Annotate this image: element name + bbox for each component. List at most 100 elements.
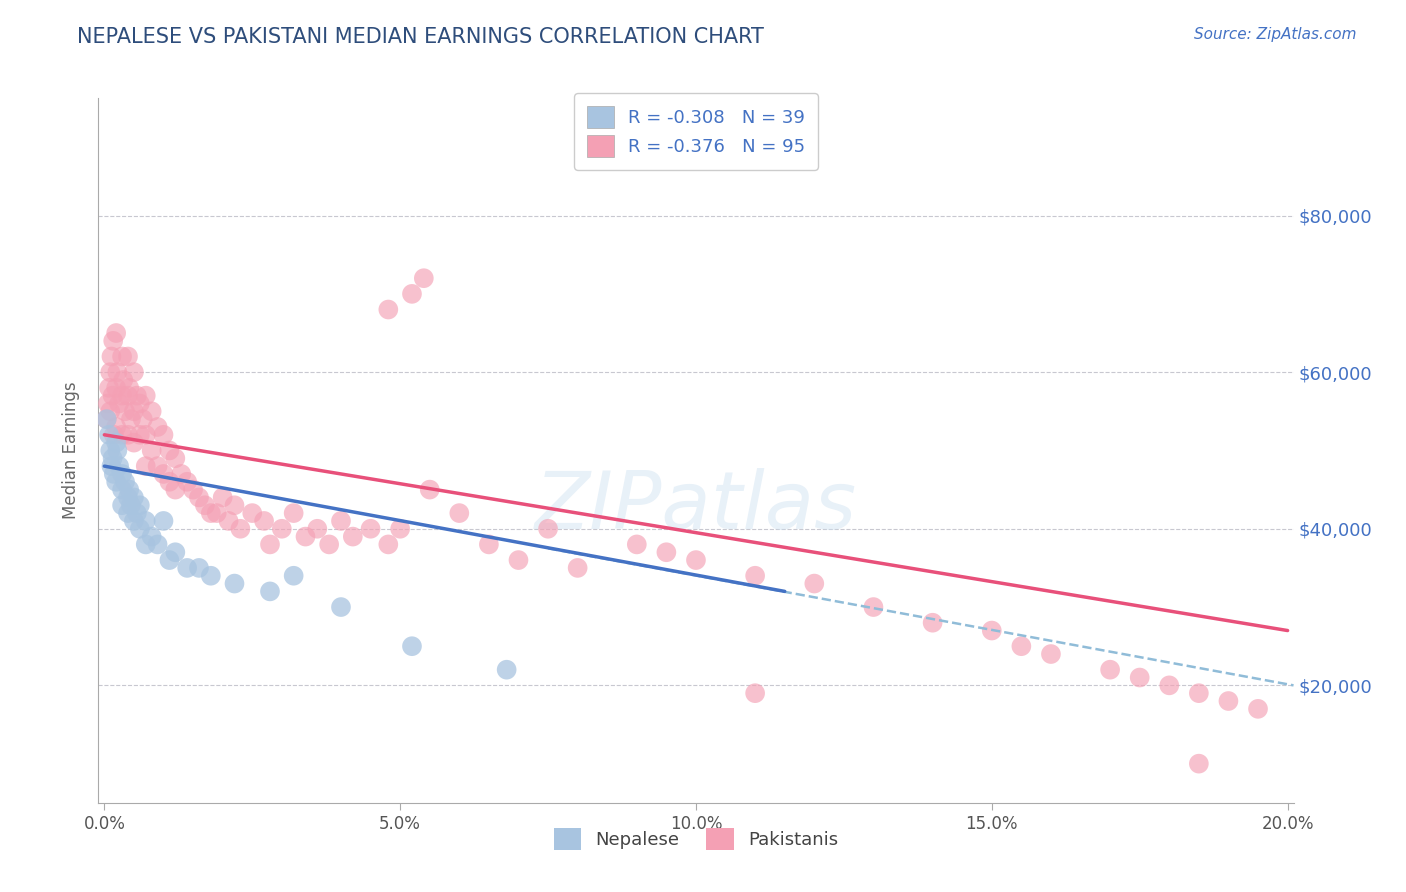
Text: NEPALESE VS PAKISTANI MEDIAN EARNINGS CORRELATION CHART: NEPALESE VS PAKISTANI MEDIAN EARNINGS CO… xyxy=(77,27,765,46)
Point xyxy=(283,506,305,520)
Point xyxy=(141,443,163,458)
Point xyxy=(105,443,128,458)
Point xyxy=(1129,671,1152,685)
Point xyxy=(103,467,125,481)
Legend: Nepalese, Pakistanis: Nepalese, Pakistanis xyxy=(540,814,852,864)
Point xyxy=(259,537,281,551)
Point xyxy=(135,537,157,551)
Point xyxy=(114,404,136,418)
Point xyxy=(141,530,163,544)
Point xyxy=(105,365,128,379)
Point xyxy=(117,389,139,403)
Point xyxy=(117,427,139,442)
Point xyxy=(412,271,434,285)
Text: ZIPatlas: ZIPatlas xyxy=(534,467,858,546)
Point xyxy=(105,435,128,450)
Point xyxy=(105,420,128,434)
Point xyxy=(567,561,589,575)
Point xyxy=(294,530,316,544)
Point xyxy=(1188,686,1211,700)
Point xyxy=(181,483,204,497)
Point xyxy=(111,427,134,442)
Point xyxy=(1099,663,1122,677)
Point xyxy=(146,420,169,434)
Y-axis label: Median Earnings: Median Earnings xyxy=(62,382,80,519)
Point xyxy=(117,506,139,520)
Point xyxy=(330,600,353,615)
Point xyxy=(146,459,169,474)
Point xyxy=(96,412,118,426)
Point xyxy=(117,350,139,364)
Point xyxy=(152,467,174,481)
Point xyxy=(685,553,707,567)
Point xyxy=(224,498,246,512)
Point xyxy=(132,412,155,426)
Point xyxy=(626,537,648,551)
Point xyxy=(205,506,228,520)
Point xyxy=(200,506,222,520)
Point xyxy=(146,537,169,551)
Point xyxy=(1188,756,1211,771)
Point xyxy=(128,396,150,410)
Point xyxy=(122,404,145,418)
Point xyxy=(218,514,240,528)
Point xyxy=(194,498,217,512)
Point xyxy=(122,365,145,379)
Point xyxy=(803,576,825,591)
Point xyxy=(165,483,187,497)
Point xyxy=(105,381,128,395)
Point xyxy=(307,522,329,536)
Point xyxy=(157,475,180,489)
Point xyxy=(135,389,157,403)
Point xyxy=(98,427,121,442)
Point xyxy=(103,334,125,348)
Point xyxy=(211,491,233,505)
Point xyxy=(1159,678,1181,692)
Point xyxy=(259,584,281,599)
Point xyxy=(120,498,142,512)
Point xyxy=(157,443,180,458)
Point xyxy=(342,530,364,544)
Point xyxy=(108,459,131,474)
Point xyxy=(135,514,157,528)
Point xyxy=(125,389,148,403)
Point xyxy=(122,491,145,505)
Point xyxy=(508,553,530,567)
Point xyxy=(111,389,134,403)
Point xyxy=(165,451,187,466)
Point xyxy=(377,302,399,317)
Point xyxy=(157,553,180,567)
Text: Source: ZipAtlas.com: Source: ZipAtlas.com xyxy=(1194,27,1357,42)
Point xyxy=(118,483,141,497)
Point xyxy=(270,522,292,536)
Point xyxy=(117,491,139,505)
Point xyxy=(401,639,423,653)
Point xyxy=(103,427,125,442)
Point xyxy=(330,514,353,528)
Point xyxy=(921,615,943,630)
Point xyxy=(152,514,174,528)
Point xyxy=(283,568,305,582)
Point xyxy=(229,522,252,536)
Point xyxy=(100,459,122,474)
Point xyxy=(240,506,263,520)
Point xyxy=(128,522,150,536)
Point xyxy=(862,600,884,615)
Point xyxy=(176,561,198,575)
Point xyxy=(111,483,134,497)
Point xyxy=(128,498,150,512)
Point xyxy=(188,561,211,575)
Point xyxy=(98,443,121,458)
Point xyxy=(141,404,163,418)
Point xyxy=(100,350,122,364)
Point xyxy=(224,576,246,591)
Point xyxy=(1039,647,1062,661)
Point xyxy=(111,467,134,481)
Point xyxy=(97,396,120,410)
Point xyxy=(360,522,382,536)
Point xyxy=(122,435,145,450)
Point xyxy=(112,373,135,387)
Point xyxy=(170,467,193,481)
Point xyxy=(128,427,150,442)
Point xyxy=(98,365,121,379)
